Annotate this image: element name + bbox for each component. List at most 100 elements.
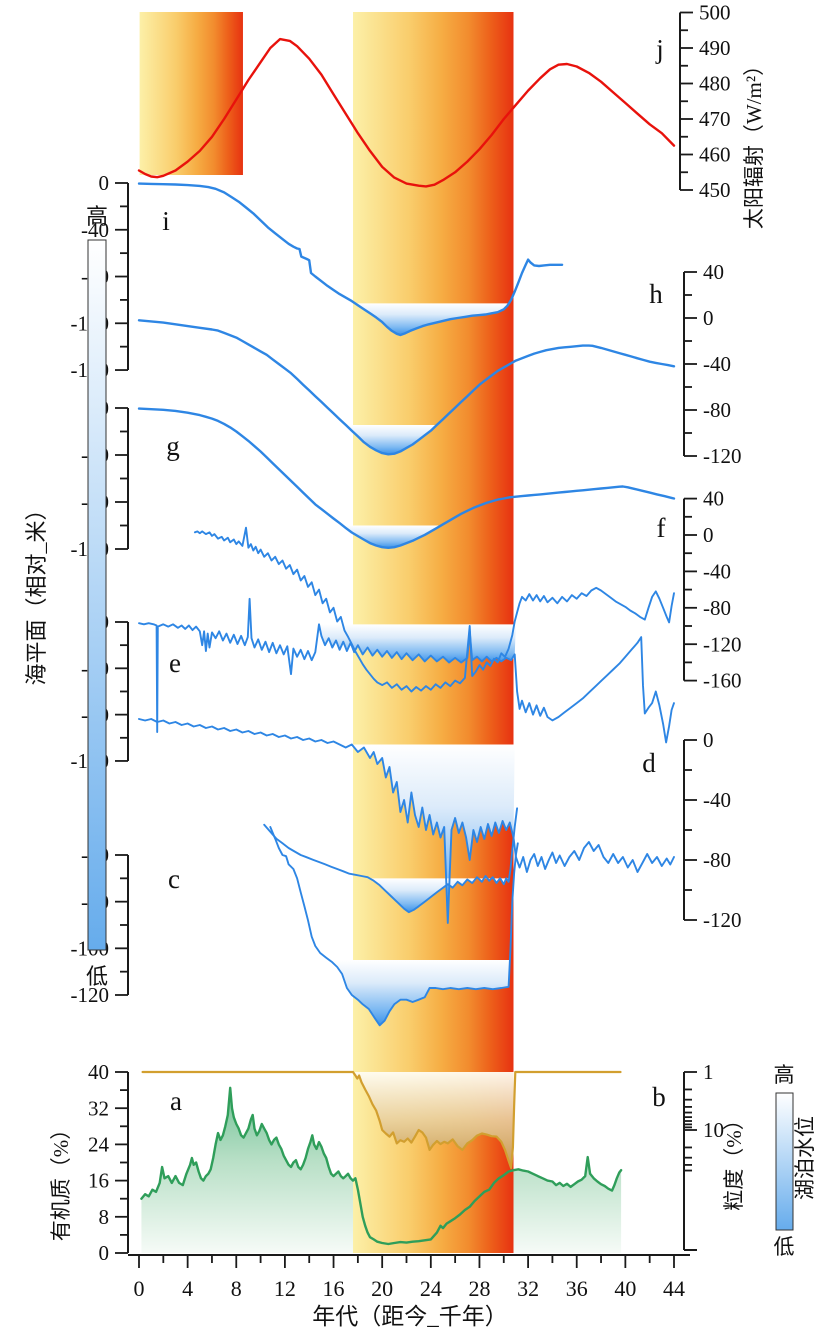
sea-level-colorbar-title: 海平面（相对_米） — [24, 498, 49, 685]
axis-c — [115, 854, 129, 996]
tick-label: 1 — [703, 1060, 714, 1084]
tick-label: -160 — [703, 669, 742, 693]
x-tick-label: 16 — [323, 1276, 345, 1301]
lowstand-fill-g — [342, 525, 442, 548]
tick-label: 0 — [99, 171, 110, 195]
axis-b — [683, 1071, 697, 1251]
x-axis-labels: 0 4 8 12 16 20 24 28 32 36 40 44 年代（距今_千年） — [134, 1276, 685, 1329]
axis-labels-j: 450 460 470 480 490 500 — [699, 1, 731, 203]
x-tick-label: 0 — [134, 1276, 145, 1301]
tick-label: -40 — [703, 560, 731, 584]
x-axis — [128, 1254, 690, 1268]
tick-label: -40 — [703, 788, 731, 812]
lowstand-fill-c2 — [370, 878, 510, 913]
organic-matter-curve — [140, 1086, 623, 1246]
panel-letter-c: c — [168, 864, 180, 894]
x-tick-label: 12 — [274, 1276, 296, 1301]
tick-label: 0 — [703, 523, 714, 547]
axis-labels-b: 1 10 — [703, 1060, 724, 1142]
panel-letter-f: f — [657, 513, 666, 543]
tick-label: -80 — [703, 848, 731, 872]
axis-i — [115, 182, 129, 371]
x-tick-label: 28 — [468, 1276, 490, 1301]
x-tick-label: 8 — [231, 1276, 242, 1301]
tick-label: -120 — [71, 983, 110, 1007]
sea-level-curve-i — [137, 182, 564, 337]
sea-level-curve-d — [138, 718, 675, 924]
solar-radiation-curve — [137, 37, 676, 188]
tick-label: 500 — [699, 1, 731, 25]
x-tick-label: 32 — [517, 1276, 539, 1301]
tick-label: 450 — [699, 178, 731, 202]
lowstand-fill-c — [328, 959, 510, 1026]
axis-labels-f: -160 -120 -80 -40 0 40 — [703, 487, 742, 693]
band-holocene — [139, 12, 243, 175]
tick-label: 40 — [703, 487, 724, 511]
tick-label: 32 — [88, 1096, 109, 1120]
lowstand-fill-d — [339, 744, 515, 923]
tick-label: 0 — [703, 728, 714, 752]
lake-level-curve-c2 — [263, 807, 519, 914]
tick-label: 40 — [88, 1060, 109, 1084]
x-axis-title: 年代（距今_千年） — [312, 1304, 508, 1329]
x-tick-label: 20 — [371, 1276, 393, 1301]
axis-d — [683, 739, 697, 921]
lowstand-fill-i — [355, 303, 510, 335]
sea-level-colorbar — [87, 239, 107, 951]
solar-axis-title: 太阳辐射（W/m²） — [742, 55, 766, 229]
axis-a — [115, 1071, 129, 1254]
tick-label: -120 — [703, 908, 742, 932]
panel-letter-h: h — [649, 279, 663, 309]
grain-axis-title: 粒度（%） — [722, 1109, 746, 1211]
lake-level-colorbar-high: 高 — [774, 1063, 795, 1087]
lake-level-curve-c — [269, 826, 519, 1027]
x-tick-label: 40 — [614, 1276, 636, 1301]
tick-label: -80 — [703, 398, 731, 422]
sea-level-curve-g — [137, 407, 676, 549]
axis-f — [683, 497, 697, 682]
axis-labels-a: 0 8 16 24 32 40 — [88, 1060, 110, 1265]
tick-label: -120 — [703, 444, 742, 468]
sea-level-curve-h — [137, 319, 676, 456]
axis-g — [115, 407, 129, 550]
grain-size-fill — [352, 1072, 516, 1168]
axis-j — [679, 11, 693, 191]
panel-letter-j: j — [655, 34, 664, 64]
axis-h — [683, 271, 697, 457]
axis-labels-d: -120 -80 -40 0 — [703, 728, 742, 932]
tick-label: 490 — [699, 36, 731, 60]
x-tick-label: 36 — [566, 1276, 588, 1301]
tick-label: 0 — [99, 1241, 110, 1265]
tick-label: 480 — [699, 72, 731, 96]
lake-level-colorbar — [775, 1092, 794, 1231]
tick-label: -80 — [703, 596, 731, 620]
sea-level-curve-e — [138, 597, 675, 744]
panel-letter-a: a — [170, 1086, 182, 1116]
tick-label: 10 — [703, 1118, 724, 1142]
tick-label: 8 — [99, 1205, 110, 1229]
panel-letter-i: i — [162, 206, 170, 236]
lake-level-colorbar-low: 低 — [774, 1235, 795, 1259]
tick-label: -40 — [703, 352, 731, 376]
panel-letter-g: g — [166, 431, 180, 461]
grain-size-curve — [141, 1070, 622, 1169]
panel-letter-e: e — [169, 648, 181, 678]
lowstand-fill-h — [344, 424, 443, 455]
axis-labels-h: -120 -80 -40 0 40 — [703, 260, 742, 468]
tick-label: -120 — [703, 632, 742, 656]
tick-label: -40 — [81, 218, 109, 242]
sea-level-curve-f — [193, 526, 675, 693]
sea-level-colorbar-high: 高 — [86, 204, 108, 229]
tick-label: 16 — [88, 1169, 109, 1193]
x-tick-label: 44 — [663, 1276, 685, 1301]
tick-label: 40 — [703, 260, 724, 284]
tick-label: 470 — [699, 107, 731, 131]
sea-level-colorbar-low: 低 — [86, 964, 108, 989]
organic-axis-title: 有机质（%） — [49, 1119, 73, 1242]
tick-label: 24 — [88, 1133, 110, 1157]
x-tick-label: 24 — [420, 1276, 442, 1301]
tick-label: 0 — [703, 306, 714, 330]
lake-level-colorbar-title: 湖泊水位 — [793, 1116, 817, 1200]
